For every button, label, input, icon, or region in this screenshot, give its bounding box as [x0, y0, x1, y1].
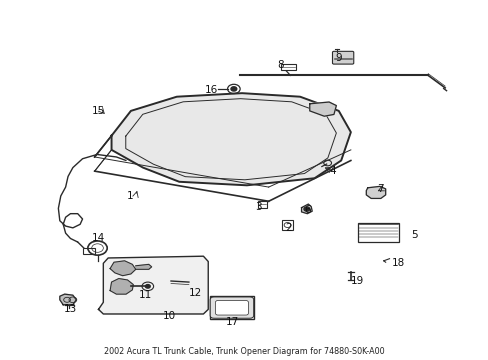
Text: 12: 12 — [188, 288, 202, 298]
Polygon shape — [98, 256, 208, 314]
Circle shape — [145, 284, 150, 288]
FancyBboxPatch shape — [215, 301, 248, 315]
Text: 16: 16 — [204, 85, 218, 95]
FancyBboxPatch shape — [82, 248, 95, 254]
Polygon shape — [110, 261, 136, 276]
Text: 18: 18 — [391, 258, 405, 268]
FancyBboxPatch shape — [209, 296, 254, 319]
Polygon shape — [309, 102, 336, 116]
Text: 5: 5 — [410, 230, 417, 240]
Polygon shape — [111, 93, 350, 185]
Circle shape — [304, 207, 309, 211]
Text: 9: 9 — [335, 53, 342, 63]
FancyBboxPatch shape — [280, 64, 296, 70]
Text: 2002 Acura TL Trunk Cable, Trunk Opener Diagram for 74880-S0K-A00: 2002 Acura TL Trunk Cable, Trunk Opener … — [104, 347, 384, 356]
Text: 8: 8 — [277, 60, 284, 70]
Text: 17: 17 — [225, 317, 239, 327]
FancyBboxPatch shape — [210, 297, 253, 318]
Text: 10: 10 — [163, 311, 176, 321]
Polygon shape — [60, 294, 76, 305]
Text: 2: 2 — [285, 223, 292, 233]
FancyBboxPatch shape — [357, 222, 398, 242]
Polygon shape — [136, 264, 151, 269]
Text: 11: 11 — [139, 290, 152, 300]
Polygon shape — [366, 186, 385, 198]
FancyBboxPatch shape — [332, 51, 353, 64]
Text: 6: 6 — [304, 205, 310, 215]
Polygon shape — [110, 279, 133, 294]
Text: 19: 19 — [350, 276, 364, 286]
FancyBboxPatch shape — [258, 201, 266, 208]
Circle shape — [230, 87, 236, 91]
Text: 1: 1 — [126, 191, 133, 201]
Text: 7: 7 — [377, 184, 383, 194]
Text: 13: 13 — [64, 304, 77, 314]
Text: 15: 15 — [92, 106, 105, 116]
Polygon shape — [301, 204, 311, 214]
FancyBboxPatch shape — [282, 220, 292, 230]
Text: 14: 14 — [92, 234, 105, 243]
Text: 3: 3 — [254, 202, 261, 212]
Text: 4: 4 — [328, 166, 335, 176]
